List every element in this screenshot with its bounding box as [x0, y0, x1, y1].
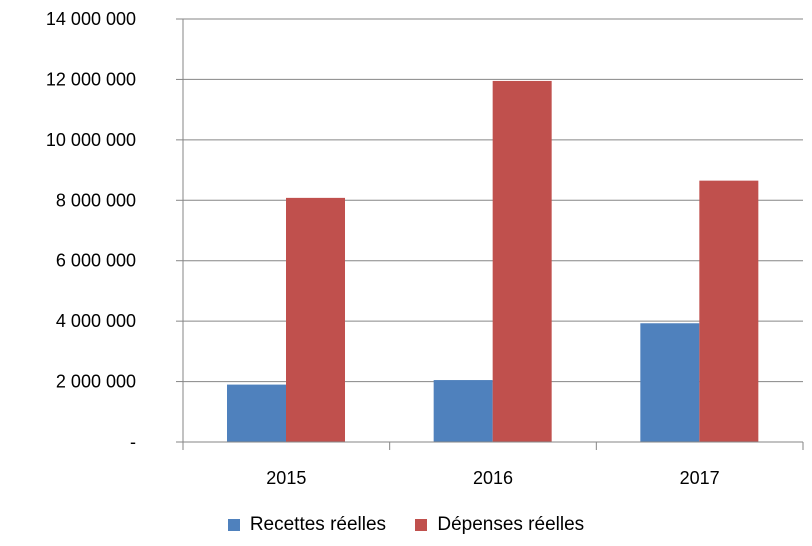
x-tick-labels: 2015 2016 2017: [266, 468, 719, 488]
y-tick-label: -: [130, 432, 136, 452]
bars: [227, 80, 759, 443]
bar-depenses-2015: [286, 197, 345, 442]
bar-depenses-2016: [492, 80, 552, 443]
legend-label-recettes: Recettes réelles: [249, 514, 387, 535]
bar-depenses-2017: [699, 180, 759, 442]
bar-recettes-2016: [433, 380, 493, 442]
y-tick-label: 12 000 000: [46, 69, 136, 89]
legend: Recettes réelles Dépenses réelles: [0, 514, 812, 537]
x-tick-label: 2016: [473, 468, 513, 488]
legend-item-depenses: Dépenses réelles: [415, 514, 584, 536]
legend-item-recettes: Recettes réelles: [227, 514, 387, 536]
y-tick-labels: - 2 000 000 4 000 000 6 000 000 8 000 000 10 …: [46, 9, 136, 452]
y-tick-label: 4 000 000: [56, 311, 136, 331]
bar-recettes-2017: [640, 323, 700, 442]
axes: [176, 18, 804, 450]
legend-swatch-recettes: [227, 519, 240, 531]
legend-label-depenses: Dépenses réelles: [437, 514, 585, 535]
legend-swatch-depenses: [415, 519, 428, 531]
x-tick-label: 2017: [680, 468, 720, 488]
y-tick-label: 2 000 000: [56, 372, 136, 392]
bar-recettes-2015: [227, 384, 286, 442]
x-tick-label: 2015: [266, 468, 306, 488]
y-tick-label: 14 000 000: [46, 9, 136, 29]
y-tick-label: 8 000 000: [56, 190, 136, 210]
y-tick-label: 10 000 000: [46, 130, 136, 150]
y-tick-label: 6 000 000: [56, 251, 136, 271]
